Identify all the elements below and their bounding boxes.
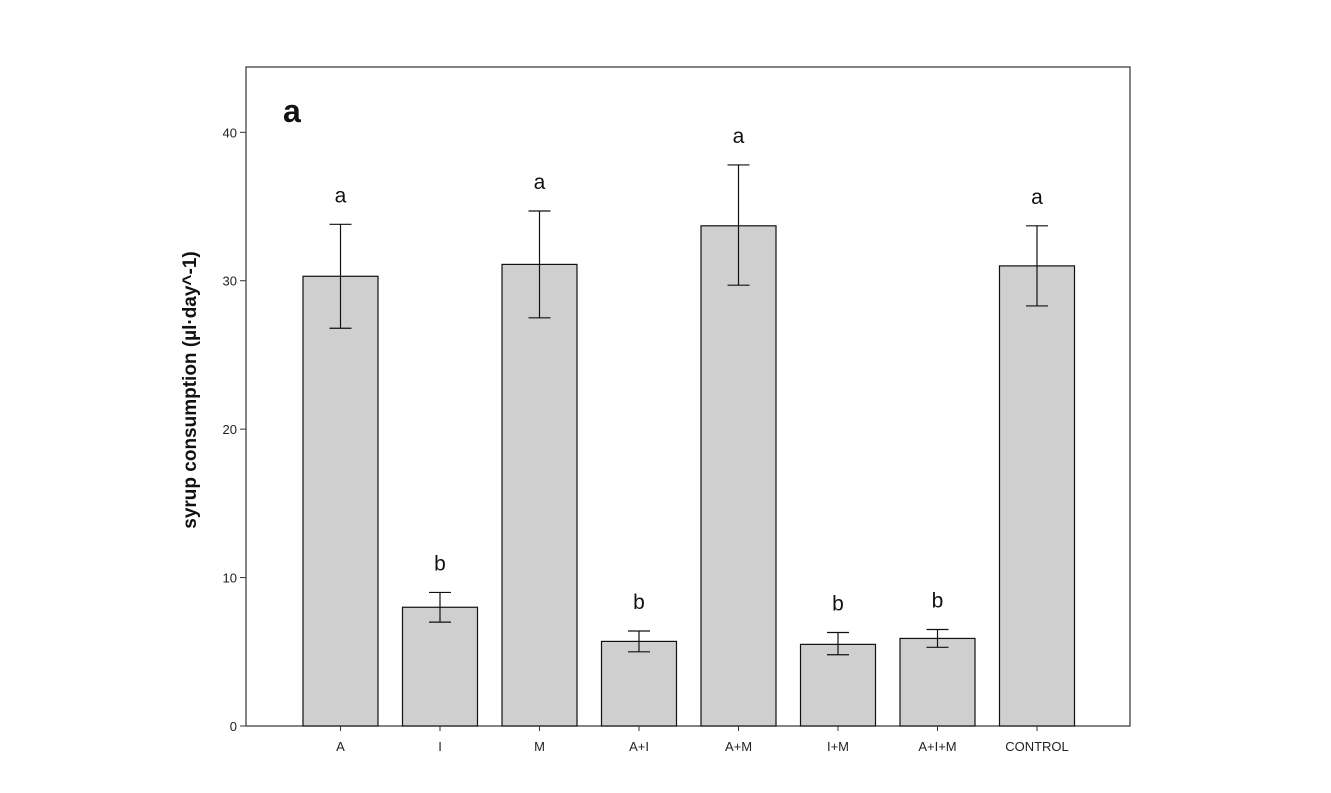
x-axis: A I M A+I A+M I+M A+I+M CONTROL (336, 726, 1069, 754)
bar-I+M (799, 643, 877, 727)
error-bar-CONTROL (1026, 225, 1048, 307)
error-bar-I (429, 591, 451, 623)
bar-I (401, 606, 479, 727)
y-tick-label-40: 40 (223, 125, 237, 140)
x-tick-label-A+M: A+M (725, 739, 752, 754)
y-tick-label-10: 10 (223, 571, 237, 586)
bar-M (501, 263, 578, 727)
x-tick-label-M: M (534, 739, 545, 754)
significance-label-A+I+M: b (932, 590, 944, 613)
y-tick-label-20: 20 (223, 422, 237, 437)
x-tick-label-A+I: A+I (629, 739, 649, 754)
error-bar-A (329, 223, 352, 329)
bar-CONTROL (998, 265, 1076, 727)
x-tick-label-I: I (438, 739, 442, 754)
bar-A+M (700, 225, 777, 727)
significance-label-A+M: a (733, 125, 745, 148)
x-tick-label-A: A (336, 739, 345, 754)
significance-label-M: a (534, 171, 546, 194)
significance-labels-layer: a b a b a b b a (335, 125, 1044, 616)
x-tick-label-CONTROL: CONTROL (1005, 739, 1069, 754)
y-tick-label-30: 30 (223, 274, 237, 289)
significance-label-CONTROL: a (1031, 186, 1043, 209)
error-bar-A+I (628, 630, 650, 653)
y-tick-label-0: 0 (230, 719, 237, 734)
error-bars-layer (329, 164, 1048, 656)
significance-label-I+M: b (832, 592, 844, 615)
panel-label: a (283, 93, 301, 129)
significance-label-I: b (434, 552, 446, 575)
y-axis-title: syrup consumption (µl·day^-1) (180, 251, 201, 529)
significance-label-A+I: b (633, 591, 645, 614)
error-bar-A+I+M (926, 628, 949, 648)
error-bar-I+M (827, 631, 849, 656)
y-axis: 0 10 20 30 40 (223, 125, 246, 734)
bar-A (302, 275, 379, 727)
bar-A+I (600, 640, 678, 727)
x-tick-label-I+M: I+M (827, 739, 849, 754)
x-tick-label-A+I+M: A+I+M (918, 739, 956, 754)
error-bar-A+M (727, 164, 750, 286)
bar-A+I+M (899, 637, 976, 727)
significance-label-A: a (335, 184, 347, 207)
plot-frame (245, 66, 1131, 727)
error-bar-M (528, 210, 551, 319)
